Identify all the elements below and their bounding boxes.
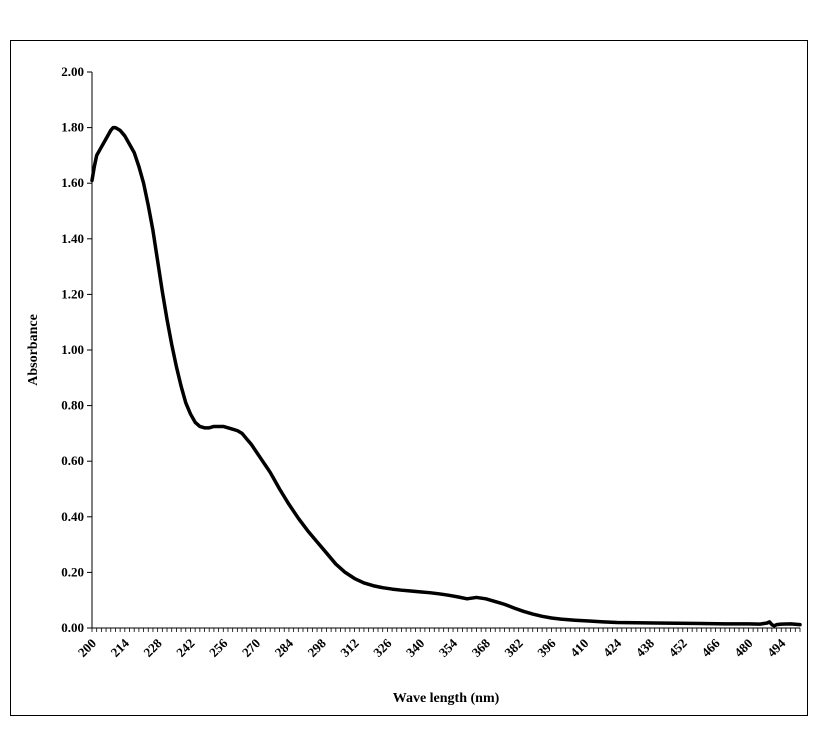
x-tick-label: 368 [469,635,494,660]
y-tick-label: 1.00 [61,342,84,357]
x-tick-label: 354 [436,635,461,660]
x-tick-label: 424 [600,635,625,660]
x-tick-label: 466 [698,635,723,660]
x-tick-label: 214 [108,635,133,660]
x-tick-label: 480 [731,636,755,660]
x-tick-label: 494 [764,635,789,660]
y-tick-label: 2.00 [61,64,84,79]
x-tick-label: 410 [567,636,591,660]
y-tick-label: 0.80 [61,398,84,413]
y-tick-label: 1.80 [61,120,84,135]
y-axis: 0.00 0.20 0.40 0.60 0.80 1.00 1.20 1.40 1.60 1.80… [61,64,93,635]
x-tick-label: 340 [403,636,427,660]
chart-frame [10,40,808,716]
y-tick-label: 0.40 [61,509,84,524]
x-tick-label: 270 [239,636,263,660]
x-tick-label: 326 [370,635,395,660]
x-tick-label: 452 [666,636,690,660]
x-tick-label: 256 [206,635,231,660]
x-tick-label: 312 [337,636,361,660]
x-tick-label: 284 [272,635,297,660]
y-tick-label: 1.40 [61,231,84,246]
y-tick-label: 0.60 [61,453,84,468]
y-tick-label: 1.60 [61,175,84,190]
y-tick-label: 1.20 [61,286,84,301]
x-tick-label: 298 [304,635,329,660]
x-tick-label: 438 [633,635,658,660]
x-tick-label: 382 [501,636,525,660]
x-tick-label: 396 [534,635,559,660]
x-tick-label: 200 [75,636,99,660]
y-tick-label: 0.00 [61,620,84,635]
series-line-0 [90,125,802,628]
y-axis-title: Absorbance [26,314,41,386]
x-tick-label: 228 [140,635,165,660]
x-axis: 200 214 228 242 256 270 284 298 312 326 340 354 368 3… [75,627,801,660]
x-tick-label: 242 [173,636,197,660]
y-tick-label: 0.20 [61,564,84,579]
x-axis-title: Wave length (nm) [393,691,500,706]
series-layer [90,125,802,628]
